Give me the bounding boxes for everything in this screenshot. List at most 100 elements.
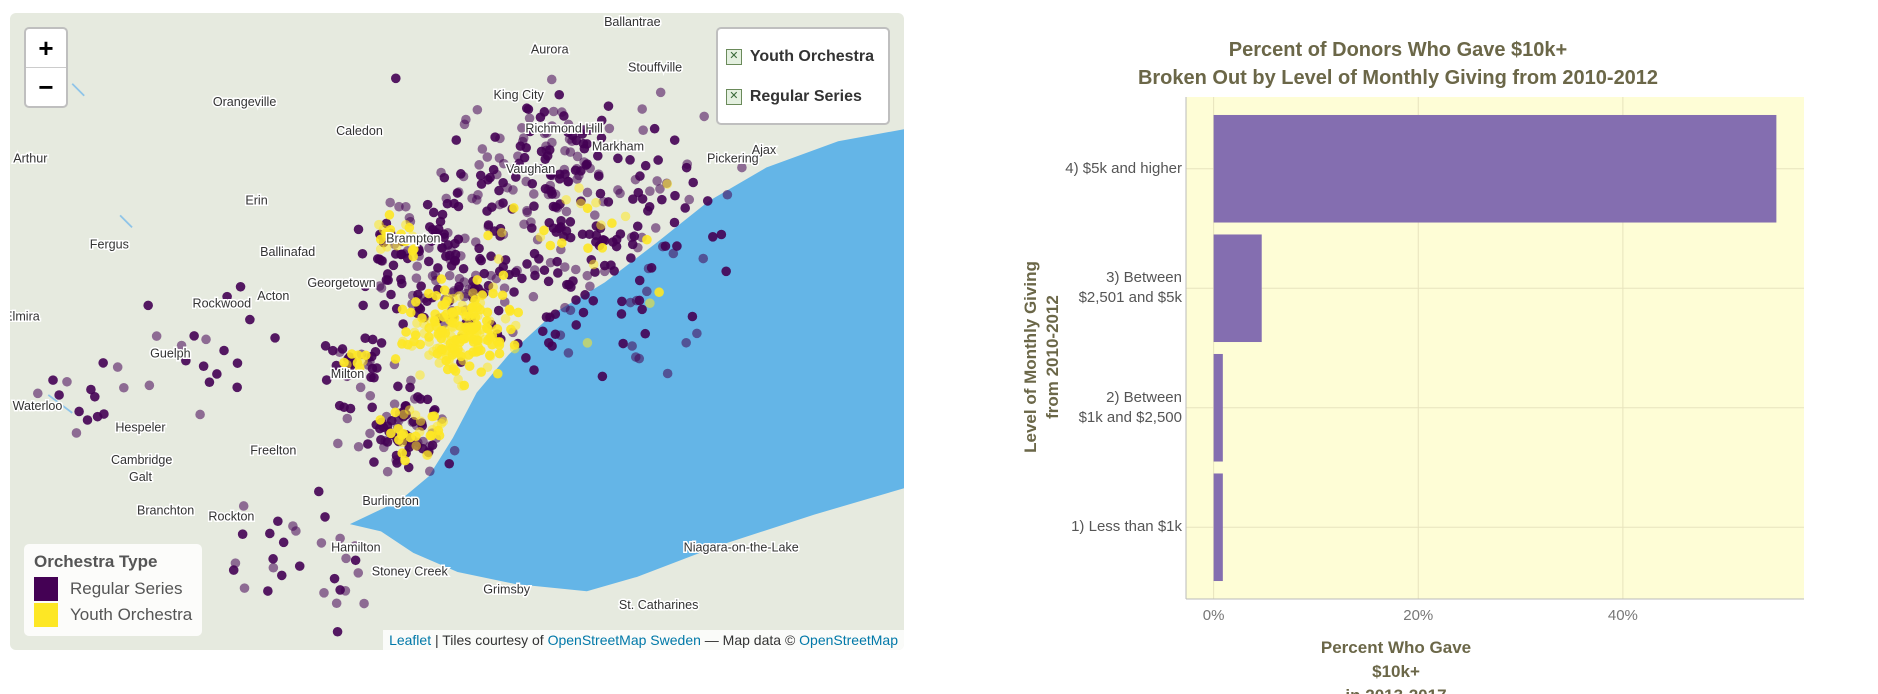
map-point [71, 428, 82, 438]
map-point [509, 287, 519, 297]
place-label: Elmira [10, 309, 40, 323]
map-point [444, 270, 455, 281]
map-point [582, 338, 593, 348]
map-point [467, 193, 477, 204]
map-point [459, 380, 470, 391]
map-point [557, 238, 567, 248]
map-point [74, 406, 84, 417]
map-point [543, 338, 554, 348]
legend-swatch [34, 603, 58, 627]
map-point [331, 598, 342, 609]
map-point [493, 305, 504, 316]
map-point [353, 568, 364, 578]
map-point [341, 369, 352, 379]
map-point [82, 415, 93, 425]
map-point [553, 268, 563, 278]
map-point [597, 235, 607, 246]
map-point [232, 382, 242, 393]
map-point [616, 309, 627, 319]
map-point [181, 355, 191, 366]
map-point [482, 307, 493, 318]
map-point [459, 119, 470, 130]
map-point [543, 276, 554, 287]
legend-title: Orchestra Type [34, 552, 158, 571]
link[interactable]: OpenStreetMap Sweden [547, 632, 701, 648]
map-point [144, 380, 155, 391]
link[interactable]: OpenStreetMap [799, 632, 898, 648]
map-point [628, 194, 638, 204]
map-point [375, 423, 385, 434]
map-point [265, 528, 275, 539]
map-point [429, 315, 440, 326]
map-point [434, 430, 445, 441]
map-point [453, 187, 464, 197]
map-point [579, 143, 590, 154]
map-point [350, 555, 361, 566]
map-point [420, 233, 431, 244]
map-point [422, 394, 433, 405]
map-point [526, 217, 536, 227]
map-point [611, 234, 622, 245]
map[interactable]: Ballantrae Aurora Stouffville Orangeville Ki… [10, 13, 904, 650]
map-point [588, 259, 599, 270]
place-label: Hamilton [331, 540, 381, 554]
map-point [441, 251, 451, 262]
link[interactable]: Leaflet [389, 632, 432, 648]
map-point [239, 583, 250, 593]
map-point [456, 169, 466, 179]
map-point [396, 229, 406, 239]
map-point [572, 151, 583, 162]
map-point [627, 239, 638, 250]
map-point [409, 327, 420, 338]
map-point [62, 376, 72, 387]
checkbox[interactable]: ✕ [725, 49, 742, 65]
map-point [195, 409, 205, 420]
map-point [545, 240, 556, 251]
map-point [436, 274, 447, 284]
map-point [529, 201, 539, 211]
map-point [471, 321, 482, 332]
map-point [294, 561, 305, 571]
map-point [379, 299, 390, 310]
map-point [189, 331, 199, 341]
map-point [401, 327, 411, 337]
zoom-in[interactable]: + [38, 33, 54, 63]
checkbox[interactable]: ✕ [725, 89, 742, 105]
bar [1213, 473, 1223, 582]
map-point [737, 162, 747, 173]
map-point [629, 231, 640, 241]
map-point [603, 197, 614, 207]
place-label: Galt [129, 470, 153, 484]
x-tick-label: 20% [1403, 607, 1434, 624]
map-point [370, 347, 381, 357]
map-point [579, 157, 589, 167]
map-point [682, 159, 693, 169]
map-point [446, 261, 457, 271]
map-point [350, 541, 360, 551]
map-point [511, 172, 521, 182]
zoom-out[interactable]: − [26, 67, 66, 106]
layer-toggle[interactable]: ✕ Youth Orchestra [725, 37, 874, 77]
map-point [381, 275, 392, 285]
map-point [546, 74, 557, 85]
map-point [429, 411, 440, 421]
map-point [513, 307, 524, 318]
map-point [596, 133, 607, 143]
place-label: Grimsby [483, 582, 530, 596]
map-point [640, 328, 651, 339]
layer-toggle[interactable]: ✕ Regular Series [725, 77, 874, 117]
map-point [439, 285, 450, 295]
map-point [578, 307, 589, 318]
map-point [640, 160, 651, 171]
map-point [563, 176, 574, 187]
map-point [397, 448, 407, 458]
y-tick-label: 1) Less than $1k [1071, 518, 1182, 536]
map-point [386, 289, 396, 300]
map-point [708, 232, 718, 242]
map-point [593, 151, 603, 161]
map-point [537, 326, 548, 337]
map-point [316, 538, 327, 548]
map-point [539, 225, 549, 236]
map-point [403, 339, 413, 350]
map-point [375, 244, 386, 254]
